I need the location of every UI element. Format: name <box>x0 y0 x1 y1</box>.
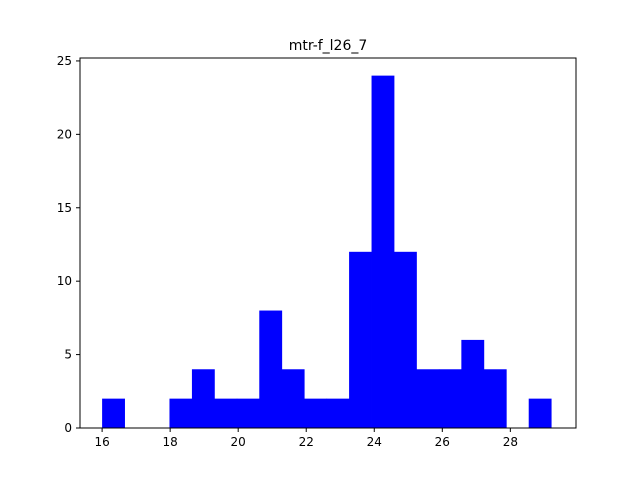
histogram-bar <box>438 369 462 428</box>
histogram-bar <box>214 398 238 428</box>
y-tick-label: 10 <box>57 274 72 288</box>
histogram-bar <box>461 339 485 428</box>
histogram-bar <box>483 369 507 428</box>
histogram-bar <box>371 75 395 428</box>
histogram-bar <box>259 310 283 428</box>
histogram-bar <box>326 398 350 428</box>
histogram-bar <box>393 251 417 428</box>
chart-title: mtr-f_l26_7 <box>289 38 368 54</box>
x-tick-label: 22 <box>299 435 314 449</box>
histogram-bar <box>236 398 260 428</box>
histogram-bar <box>169 398 193 428</box>
plot-frame <box>79 57 577 429</box>
x-tick-label: 18 <box>163 435 178 449</box>
histogram-bar <box>416 369 440 428</box>
histogram-bar <box>281 369 305 428</box>
y-tick-label: 5 <box>64 348 72 362</box>
histogram-bar <box>349 251 372 428</box>
x-tick-label: 20 <box>231 435 246 449</box>
x-axis: 16 18 20 22 24 26 28 <box>94 428 518 449</box>
x-tick-label: 26 <box>435 435 450 449</box>
histogram-bar <box>528 398 552 428</box>
y-axis: 0 5 10 15 20 25 <box>57 54 80 435</box>
x-tick-label: 24 <box>367 435 382 449</box>
y-tick-label: 25 <box>57 54 72 68</box>
x-tick-label: 28 <box>503 435 518 449</box>
x-tick-label: 16 <box>94 435 109 449</box>
y-tick-label: 20 <box>57 127 72 141</box>
histogram-bar <box>304 398 328 428</box>
bars-group <box>102 75 552 428</box>
histogram-bar <box>191 369 215 428</box>
histogram-bar <box>102 398 125 428</box>
y-tick-label: 15 <box>57 201 72 215</box>
y-tick-label: 0 <box>64 421 72 435</box>
